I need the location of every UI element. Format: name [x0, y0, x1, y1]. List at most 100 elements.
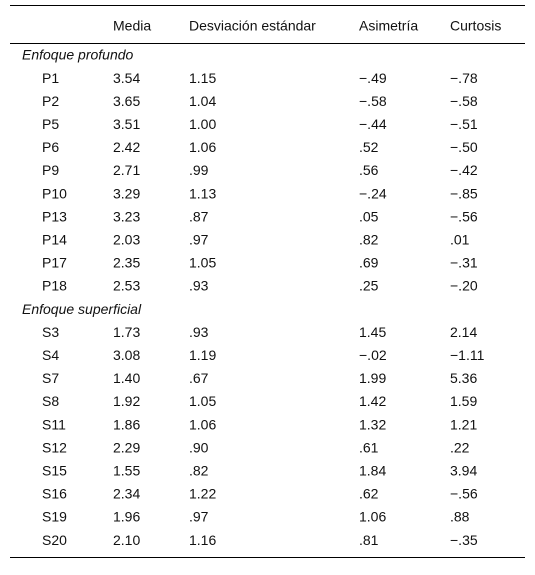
cell: 1.92 [113, 393, 140, 409]
cell: 1.15 [189, 70, 216, 86]
cell: 1.99 [359, 370, 386, 386]
cell: −.42 [450, 162, 478, 178]
cell: 2.29 [113, 439, 140, 455]
cell: 3.65 [113, 93, 140, 109]
cell: 1.42 [359, 393, 386, 409]
cell: .61 [359, 439, 379, 455]
column-header: Curtosis [450, 18, 501, 34]
cell: 1.86 [113, 416, 140, 432]
cell: −.58 [359, 93, 387, 109]
cell: 5.36 [450, 370, 477, 386]
row-label: S8 [42, 393, 59, 409]
row-label: P14 [42, 232, 67, 248]
cell: 1.22 [189, 486, 216, 502]
cell: 1.05 [189, 255, 216, 271]
row-label: P18 [42, 278, 67, 294]
cell: 3.23 [113, 208, 140, 224]
cell: .52 [359, 139, 379, 155]
row-label: P17 [42, 255, 67, 271]
row-label: P6 [42, 139, 59, 155]
cell: .67 [189, 370, 209, 386]
cell: .69 [359, 255, 379, 271]
row-label: S16 [42, 486, 67, 502]
cell: .88 [450, 509, 470, 525]
cell: 1.16 [189, 532, 216, 548]
column-header: Asimetría [359, 18, 418, 34]
cell: −.85 [450, 185, 478, 201]
cell: −.50 [450, 139, 478, 155]
cell: −1.11 [450, 347, 485, 363]
group-title: Enfoque profundo [22, 47, 134, 63]
row-label: P5 [42, 116, 59, 132]
cell: .99 [189, 162, 209, 178]
column-header: Desviación estándar [189, 18, 316, 34]
row-label: P2 [42, 93, 59, 109]
cell: 2.10 [113, 532, 140, 548]
cell: 1.00 [189, 116, 216, 132]
column-header: Media [113, 18, 151, 34]
cell: 1.59 [450, 393, 477, 409]
cell: −.35 [450, 532, 478, 548]
cell: 1.05 [189, 393, 216, 409]
cell: −.56 [450, 208, 478, 224]
cell: −.20 [450, 278, 478, 294]
cell: .82 [359, 232, 379, 248]
cell: −.24 [359, 185, 387, 201]
cell: 1.96 [113, 509, 140, 525]
cell: 2.35 [113, 255, 140, 271]
cell: −.58 [450, 93, 478, 109]
row-label: S3 [42, 324, 59, 340]
row-label: P9 [42, 162, 59, 178]
cell: .01 [450, 232, 470, 248]
row-label: P10 [42, 185, 67, 201]
cell: −.02 [359, 347, 387, 363]
cell: 2.14 [450, 324, 477, 340]
cell: 3.54 [113, 70, 140, 86]
cell: 1.06 [359, 509, 386, 525]
cell: 1.06 [189, 416, 216, 432]
cell: 2.34 [113, 486, 140, 502]
cell: 2.42 [113, 139, 140, 155]
cell: 2.53 [113, 278, 140, 294]
cell: 1.32 [359, 416, 386, 432]
cell: 2.03 [113, 232, 140, 248]
cell: 3.08 [113, 347, 140, 363]
cell: 1.40 [113, 370, 140, 386]
cell: .05 [359, 208, 379, 224]
cell: .22 [450, 439, 470, 455]
cell: .62 [359, 486, 379, 502]
cell: −.31 [450, 255, 478, 271]
cell: 3.94 [450, 463, 477, 479]
row-label: S4 [42, 347, 59, 363]
cell: 2.71 [113, 162, 140, 178]
cell: .87 [189, 208, 209, 224]
cell: 1.13 [189, 185, 216, 201]
cell: 1.04 [189, 93, 216, 109]
cell: .82 [189, 463, 209, 479]
cell: 1.73 [113, 324, 140, 340]
row-label: S12 [42, 439, 67, 455]
cell: 1.55 [113, 463, 140, 479]
cell: 1.45 [359, 324, 386, 340]
cell: .97 [189, 232, 209, 248]
cell: .56 [359, 162, 379, 178]
row-label: S19 [42, 509, 67, 525]
cell: 1.21 [450, 416, 477, 432]
cell: .90 [189, 439, 209, 455]
cell: .93 [189, 324, 209, 340]
row-label: S20 [42, 532, 67, 548]
row-label: S11 [42, 416, 66, 432]
cell: 3.29 [113, 185, 140, 201]
row-label: P13 [42, 208, 67, 224]
row-label: S15 [42, 463, 67, 479]
cell: 3.51 [113, 116, 140, 132]
cell: 1.19 [189, 347, 216, 363]
cell: −.56 [450, 486, 478, 502]
cell: 1.06 [189, 139, 216, 155]
cell: −.78 [450, 70, 478, 86]
cell: .25 [359, 278, 379, 294]
cell: 1.84 [359, 463, 386, 479]
cell: .81 [359, 532, 379, 548]
